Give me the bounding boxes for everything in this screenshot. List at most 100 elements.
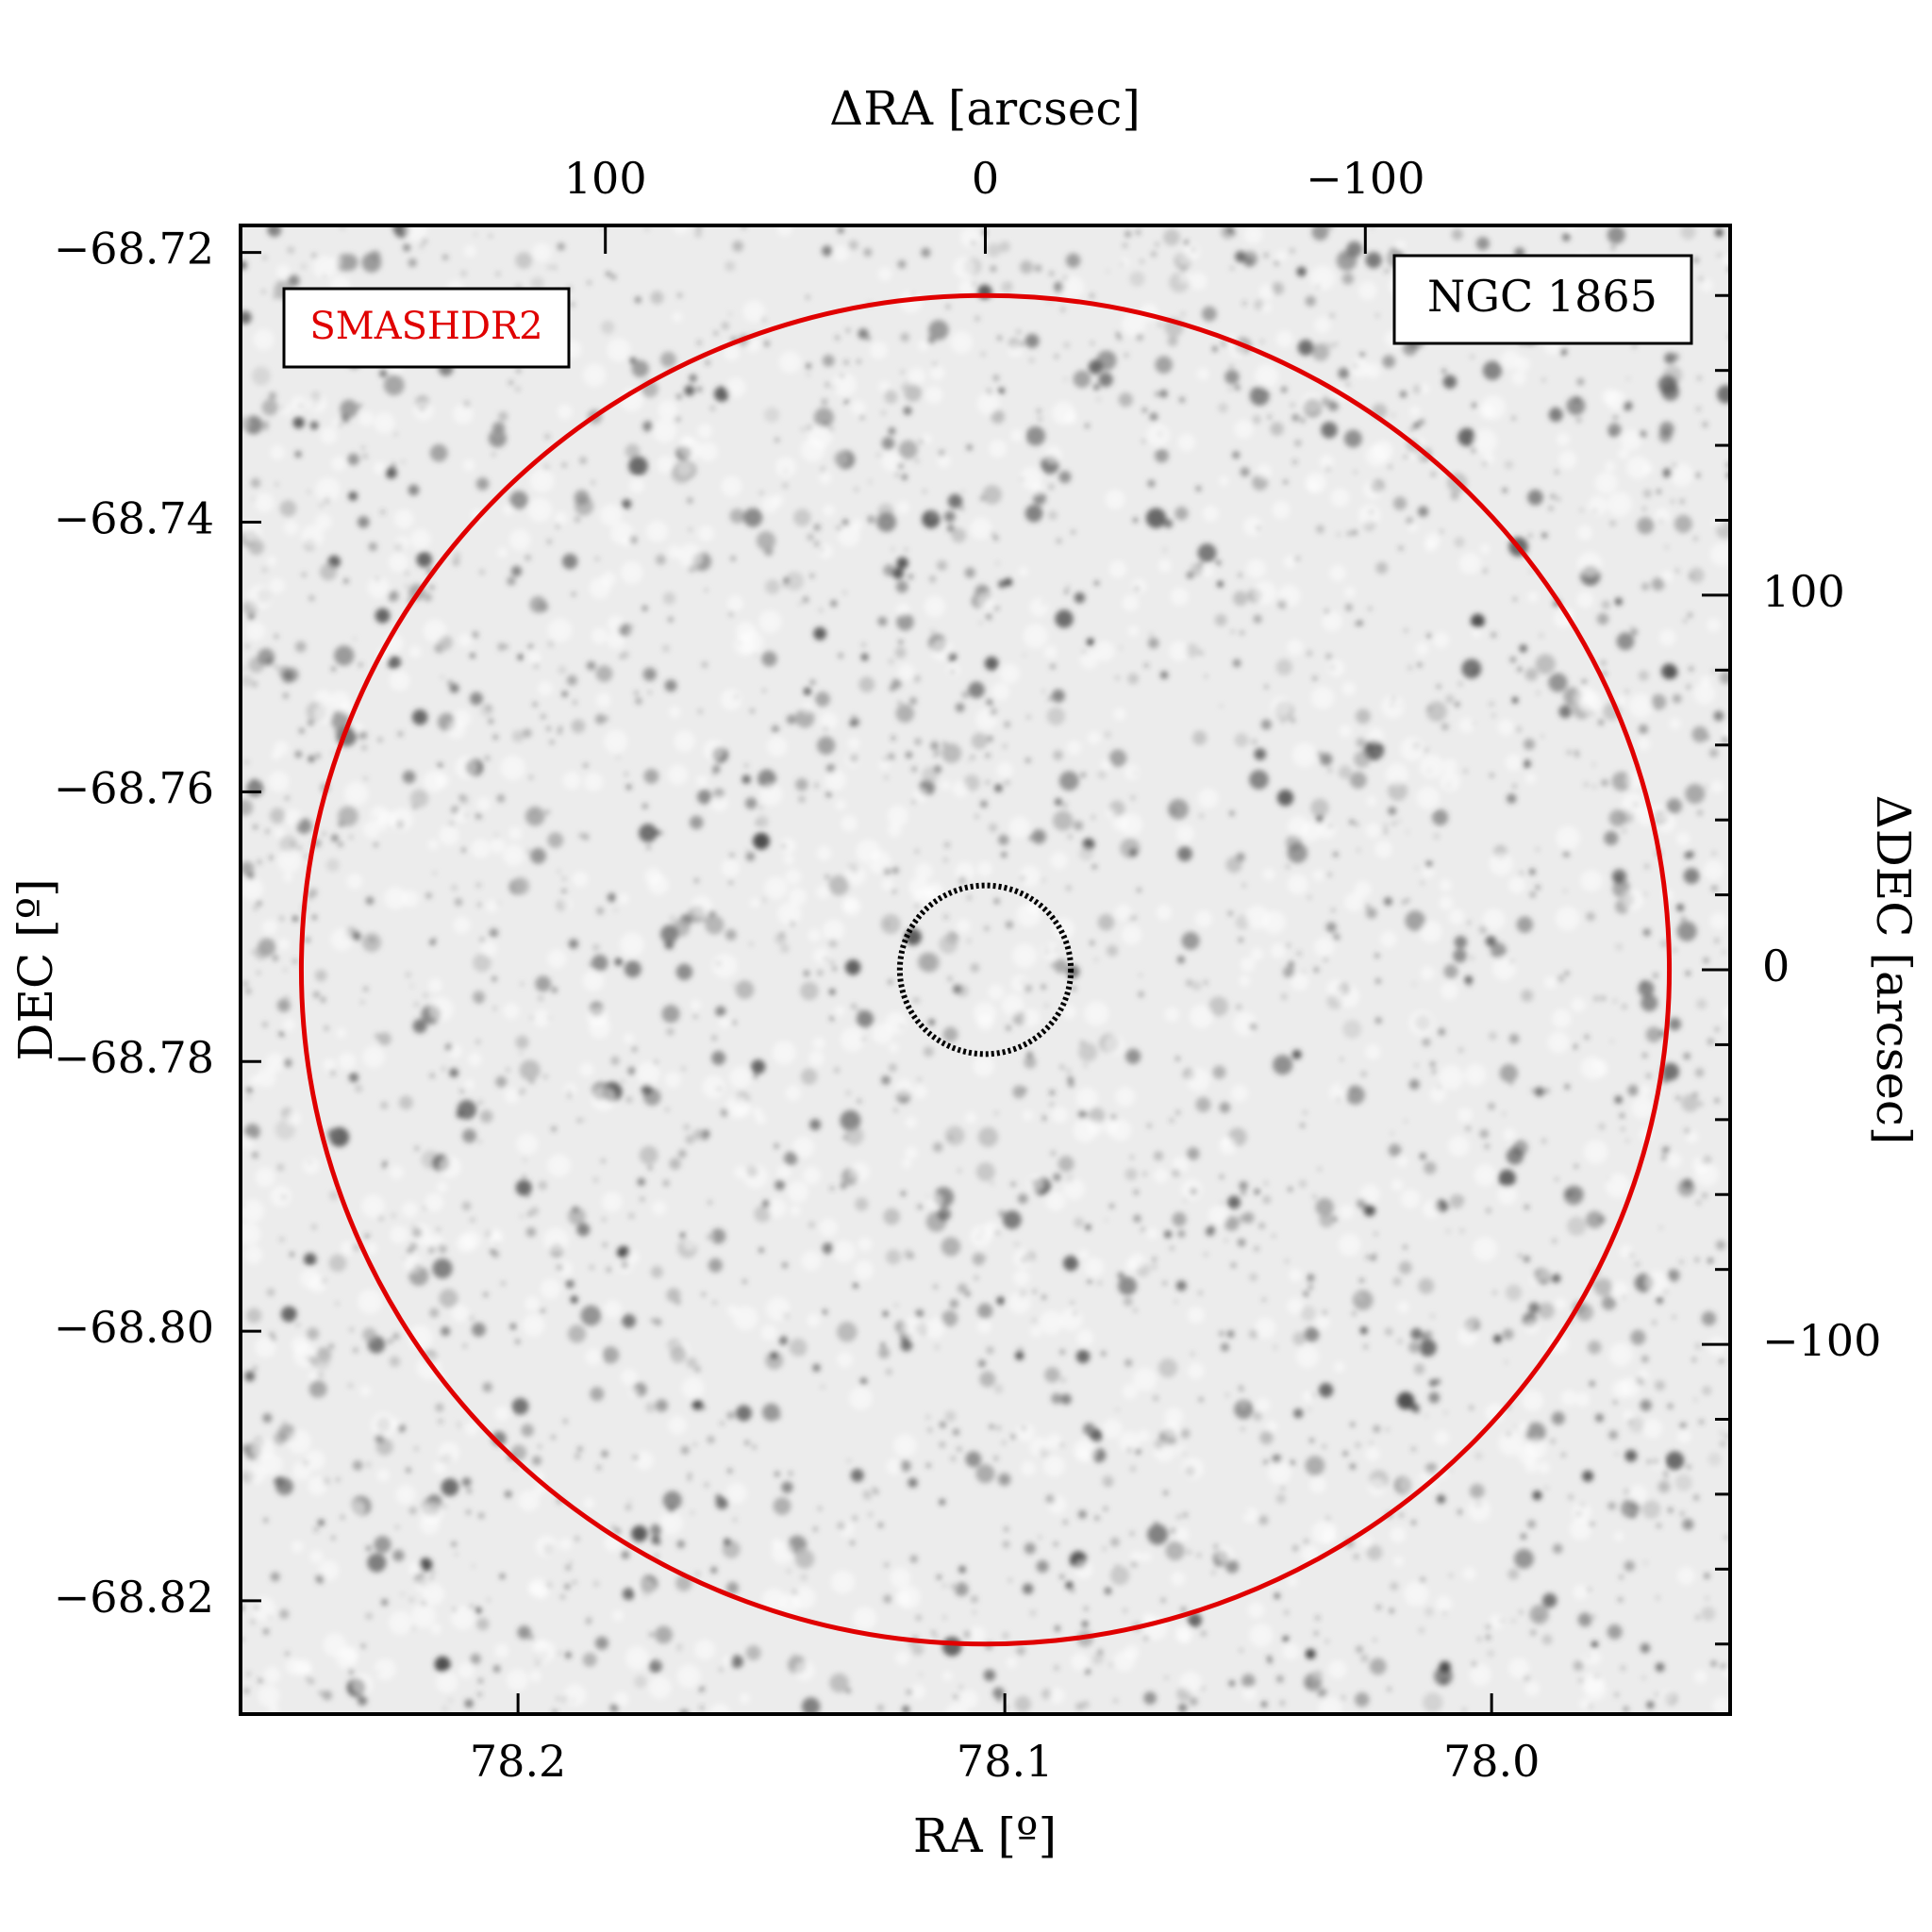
- star: [1116, 332, 1121, 337]
- star: [1714, 1098, 1720, 1103]
- star: [1557, 974, 1565, 983]
- star: [357, 1695, 368, 1706]
- noise: [1462, 1315, 1476, 1329]
- noise: [1580, 870, 1603, 891]
- star: [1552, 1239, 1557, 1243]
- star: [998, 388, 1005, 394]
- star: [308, 1380, 327, 1399]
- star: [412, 1019, 427, 1034]
- star: [1665, 1451, 1685, 1471]
- star: [1144, 663, 1149, 668]
- star: [1622, 828, 1626, 833]
- star: [588, 962, 592, 967]
- noise: [1181, 1179, 1203, 1201]
- star: [590, 1387, 605, 1402]
- star: [1458, 1047, 1464, 1053]
- noise: [703, 740, 724, 761]
- star: [436, 1227, 441, 1232]
- noise: [1556, 825, 1580, 851]
- noise: [898, 663, 915, 681]
- star: [340, 414, 350, 424]
- star: [419, 1557, 433, 1572]
- noise: [361, 1194, 385, 1218]
- noise: [1614, 1531, 1624, 1541]
- star: [1060, 1393, 1072, 1405]
- star: [307, 490, 311, 494]
- star: [331, 834, 339, 842]
- noise: [1637, 738, 1651, 751]
- star: [1291, 1049, 1302, 1059]
- star: [392, 1549, 405, 1562]
- noise: [363, 821, 381, 839]
- star: [966, 939, 972, 943]
- star: [1169, 1118, 1174, 1123]
- noise: [975, 708, 998, 730]
- noise: [996, 762, 1013, 779]
- noise: [1704, 860, 1724, 881]
- star: [1355, 708, 1371, 724]
- star: [800, 1068, 818, 1085]
- noise: [832, 1241, 856, 1263]
- noise: [352, 723, 363, 733]
- star: [1314, 967, 1319, 973]
- star: [1392, 1276, 1402, 1286]
- star: [1529, 1605, 1549, 1624]
- noise: [839, 1522, 854, 1537]
- star: [451, 884, 458, 891]
- star: [654, 1318, 662, 1326]
- star: [419, 244, 424, 249]
- star: [877, 1705, 884, 1711]
- star: [1088, 359, 1103, 375]
- star: [291, 841, 295, 846]
- star: [334, 728, 339, 733]
- noise: [1482, 908, 1506, 931]
- star: [1038, 1535, 1042, 1540]
- star: [707, 1436, 715, 1444]
- star: [1622, 1004, 1627, 1009]
- noise: [740, 1693, 750, 1704]
- noise: [601, 572, 616, 587]
- star: [478, 1678, 483, 1684]
- star: [849, 719, 857, 727]
- noise: [1609, 1342, 1633, 1367]
- star: [294, 451, 302, 458]
- star: [911, 799, 916, 804]
- star: [1600, 659, 1607, 666]
- star: [582, 1652, 597, 1667]
- star: [1591, 1614, 1597, 1620]
- star: [361, 744, 367, 751]
- star: [1353, 470, 1357, 475]
- noise: [1508, 1657, 1530, 1679]
- star: [542, 463, 550, 471]
- star: [1683, 619, 1688, 624]
- star: [1573, 1660, 1584, 1672]
- noise: [622, 536, 633, 547]
- star: [248, 539, 264, 556]
- star: [1216, 560, 1221, 565]
- star: [934, 1635, 939, 1640]
- star: [993, 898, 1000, 905]
- noise: [977, 1319, 991, 1334]
- noise: [881, 878, 894, 891]
- star: [884, 390, 898, 404]
- star: [704, 588, 708, 592]
- star: [728, 611, 734, 616]
- star: [507, 576, 516, 586]
- star: [1404, 628, 1408, 633]
- star: [614, 1528, 621, 1535]
- star: [1090, 293, 1094, 298]
- noise: [1122, 924, 1141, 945]
- noise: [1605, 1173, 1630, 1198]
- star: [1705, 1596, 1709, 1601]
- star: [1054, 354, 1059, 359]
- star: [470, 1218, 475, 1223]
- star: [1259, 1430, 1274, 1445]
- star: [1641, 1356, 1649, 1363]
- star: [453, 552, 461, 559]
- star: [570, 302, 575, 307]
- noise: [790, 1205, 801, 1216]
- noise: [1363, 480, 1383, 500]
- star: [659, 351, 676, 368]
- star: [925, 1415, 930, 1420]
- star: [994, 784, 1003, 792]
